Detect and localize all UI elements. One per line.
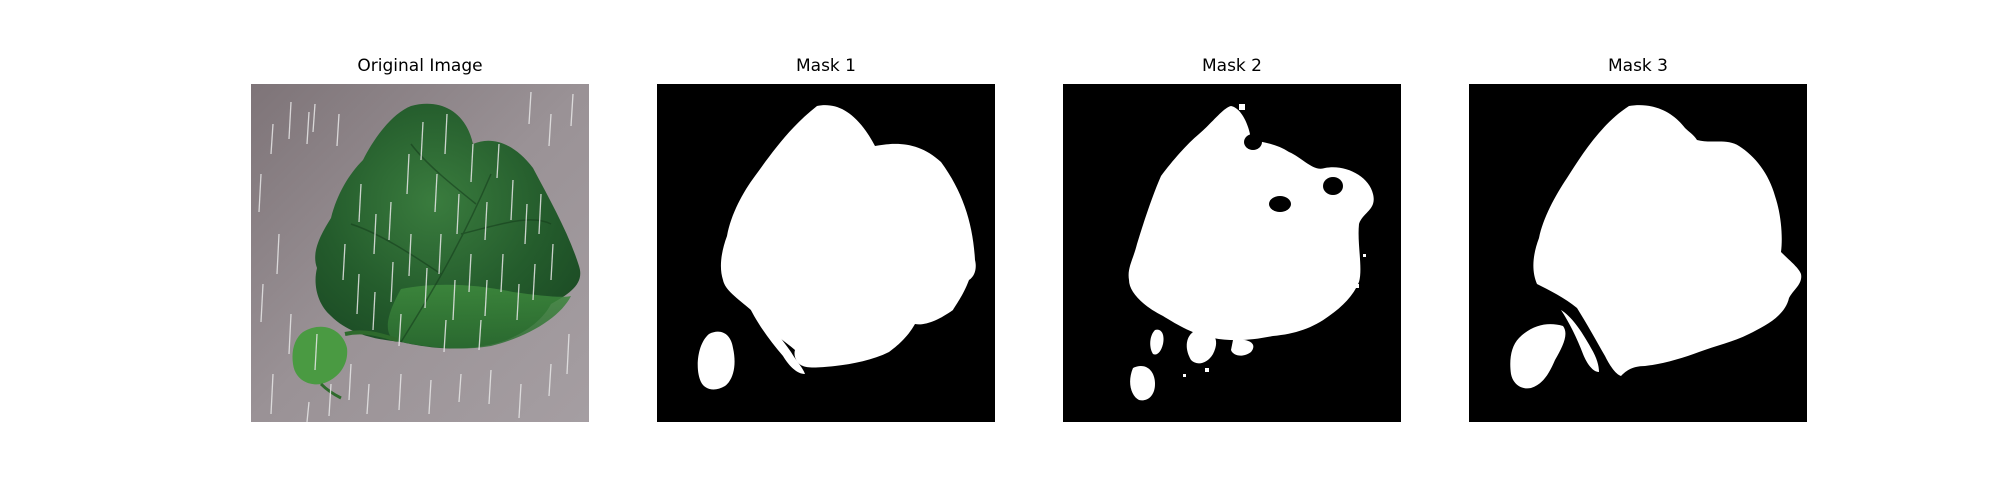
panel-title: Mask 2 xyxy=(1201,56,1262,76)
panel-mask-3: Mask 3 xyxy=(1469,0,1807,500)
mask-region-main xyxy=(1128,106,1374,341)
leaf-photo xyxy=(251,84,589,422)
mask-3 xyxy=(1469,84,1807,422)
mask-region-main xyxy=(1533,105,1802,376)
panel-original: Original Image xyxy=(251,0,589,500)
mask-fragments xyxy=(1130,104,1366,401)
mask-region-bridge xyxy=(747,302,805,374)
leaflet-stem xyxy=(344,330,398,342)
mask-hole xyxy=(1269,196,1291,212)
rain-streaks xyxy=(258,91,574,422)
mask-1-image xyxy=(657,84,995,422)
leaf-veins xyxy=(350,143,552,343)
panel-title: Original Image xyxy=(357,56,483,76)
panel-title: Mask 3 xyxy=(1607,56,1668,76)
mask-hole xyxy=(1323,177,1343,195)
mask-3-image xyxy=(1469,84,1807,422)
mask-2-image xyxy=(1063,84,1401,422)
panel-mask-1: Mask 1 xyxy=(657,0,995,500)
leaflet xyxy=(292,326,348,385)
mask-region-leaflet xyxy=(1510,324,1566,389)
mask-region-leaflet xyxy=(697,331,735,390)
panel-title: Mask 1 xyxy=(795,56,856,76)
mask-2 xyxy=(1063,84,1401,422)
leaf xyxy=(315,103,581,349)
panel-mask-2: Mask 2 xyxy=(1063,0,1401,500)
mask-region-bridge xyxy=(1561,310,1599,372)
mask-hole xyxy=(1244,134,1262,150)
mask-1 xyxy=(657,84,995,422)
leaf-lower xyxy=(387,284,571,349)
mask-region-main xyxy=(720,105,976,368)
original-image xyxy=(251,84,589,422)
